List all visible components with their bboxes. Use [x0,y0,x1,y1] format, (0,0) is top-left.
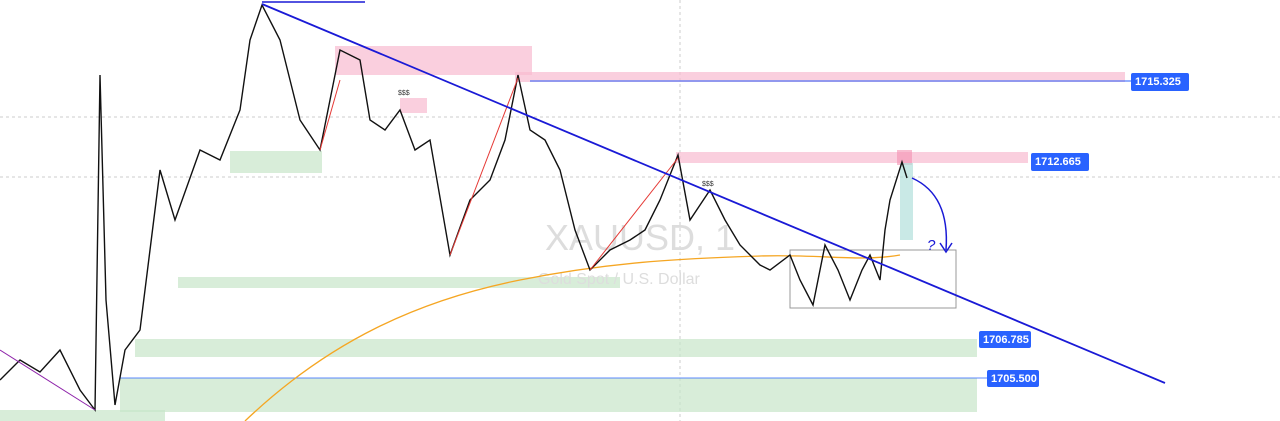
demand-zone [135,339,977,357]
price-label-box [979,331,1031,348]
demand-zone [0,410,165,421]
supply-zone [515,72,1125,82]
question-mark: ? [927,237,936,254]
price-label: 1712.665 [1035,156,1081,168]
arrow [911,177,948,251]
demand-zone [230,151,322,173]
price-path [0,3,908,413]
price-label: 1715.325 [1135,76,1181,88]
moving-average [244,254,901,421]
watermark-description: Gold Spot / U.S. Dollar [538,271,701,288]
price-label: 1705.500 [991,373,1037,385]
swing-line [589,157,679,271]
price-label-box [987,370,1039,387]
supply-zone [400,98,427,113]
liquidity-label: $$$ [398,90,410,97]
swing-line [319,79,341,151]
liquidity-label: $$$ [702,181,714,188]
demand-zone [120,378,977,412]
position-zone [900,163,913,240]
price-label: 1706.785 [983,334,1029,346]
supply-zone [897,150,912,165]
range-box [789,249,957,309]
price-label-box [1131,73,1189,91]
demand-zone [178,277,620,288]
supply-zone [676,152,1028,163]
supply-zone [335,46,532,75]
trend-line [261,3,1166,384]
trend-line [0,349,96,411]
arrow-head [939,242,953,254]
watermark-symbol: XAUUSD, 1 [545,217,735,258]
price-label-box [1031,153,1089,171]
